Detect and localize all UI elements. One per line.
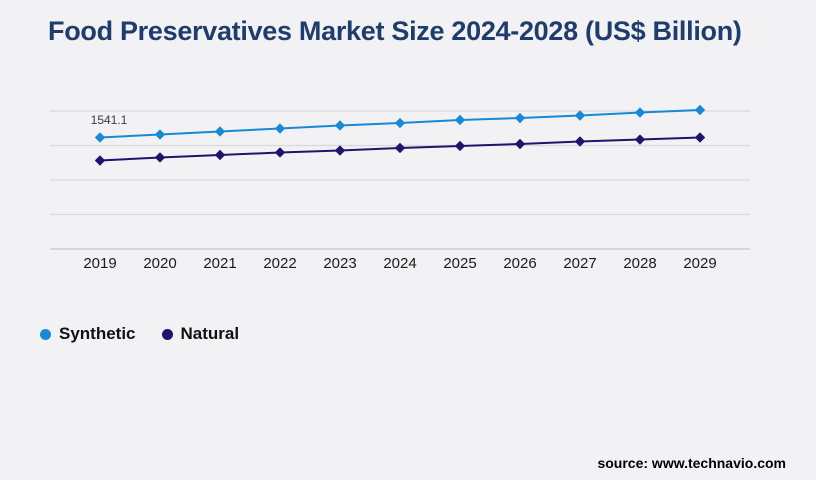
x-axis-label-2027: 2027 <box>563 255 597 272</box>
data-point-natural-2027[interactable] <box>574 136 586 147</box>
data-point-synthetic-2025[interactable] <box>454 114 466 126</box>
data-point-synthetic-2028[interactable] <box>634 107 646 118</box>
source-attribution: source: www.technavio.com <box>597 455 786 471</box>
x-axis-label-2020: 2020 <box>143 255 177 272</box>
data-point-natural-2026[interactable] <box>514 138 526 150</box>
data-point-synthetic-2023[interactable] <box>334 120 346 131</box>
data-point-natural-2025[interactable] <box>454 140 466 152</box>
data-point-natural-2022[interactable] <box>274 147 286 158</box>
x-axis-label-2026: 2026 <box>503 255 537 272</box>
series-natural <box>94 132 706 166</box>
data-point-natural-2020[interactable] <box>154 152 166 163</box>
data-point-natural-2021[interactable] <box>214 149 226 161</box>
legend: Synthetic Natural <box>40 324 239 344</box>
data-point-synthetic-2029[interactable] <box>694 104 706 116</box>
data-point-natural-2019[interactable] <box>94 155 106 166</box>
data-point-synthetic-2021[interactable] <box>214 126 226 137</box>
x-axis-label-2023: 2023 <box>323 255 357 272</box>
x-axis-labels: 2019 2020 2021 2022 2023 2024 2025 2026 2027 2028… <box>70 255 730 275</box>
data-point-natural-2028[interactable] <box>634 134 646 145</box>
data-point-natural-2029[interactable] <box>694 132 706 143</box>
data-point-synthetic-2026[interactable] <box>514 112 526 124</box>
x-axis-label-2028: 2028 <box>623 255 657 272</box>
x-axis-label-2029: 2029 <box>683 255 717 272</box>
legend-item-synthetic[interactable]: Synthetic <box>40 324 136 344</box>
line-chart-plot <box>50 104 750 250</box>
legend-label-synthetic: Synthetic <box>59 324 136 343</box>
legend-item-natural[interactable]: Natural <box>161 324 240 344</box>
data-label-synthetic-2019: 1541.1 <box>90 113 128 127</box>
x-axis-label-2024: 2024 <box>383 255 417 272</box>
x-axis-label-2025: 2025 <box>443 255 477 272</box>
data-point-synthetic-2020[interactable] <box>154 129 166 140</box>
chart-title: Food Preservatives Market Size 2024-2028… <box>48 16 742 46</box>
series-synthetic <box>94 104 706 143</box>
data-point-synthetic-2024[interactable] <box>394 117 406 129</box>
x-axis-label-2021: 2021 <box>203 255 237 272</box>
data-point-synthetic-2019[interactable] <box>94 132 106 143</box>
synthetic-marker-icon <box>40 328 51 340</box>
x-axis-label-2022: 2022 <box>263 255 297 272</box>
natural-marker-icon <box>161 328 173 340</box>
data-point-synthetic-2022[interactable] <box>274 123 286 134</box>
data-point-synthetic-2027[interactable] <box>574 110 586 121</box>
data-point-natural-2024[interactable] <box>394 142 406 154</box>
data-point-natural-2023[interactable] <box>334 145 346 156</box>
legend-label-natural: Natural <box>180 324 240 343</box>
x-axis-label-2019: 2019 <box>83 255 117 272</box>
